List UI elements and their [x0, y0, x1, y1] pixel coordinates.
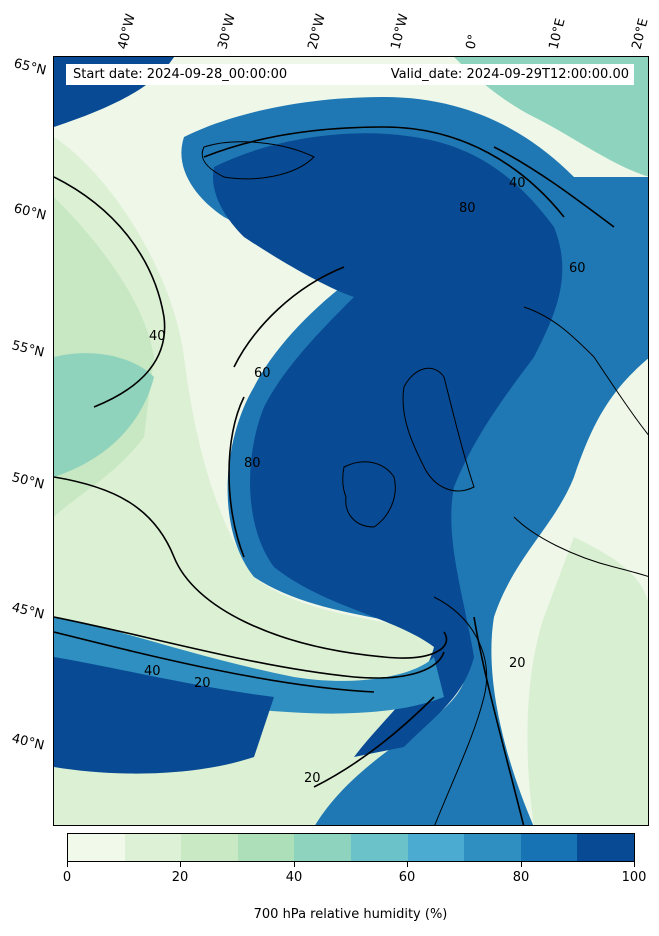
coastlines — [201, 141, 648, 825]
colorbar-segment — [294, 834, 351, 861]
map-panel: 40 80 20 40 60 20 40 80 60 20 — [53, 56, 649, 826]
contour-label: 60 — [254, 366, 271, 381]
lon-label: 30°W — [215, 12, 239, 51]
colorbar-tick-label: 80 — [512, 870, 530, 885]
contour-line — [54, 476, 448, 659]
contour-label: 20 — [509, 656, 526, 671]
contour-line — [228, 396, 245, 558]
region-rh-90 — [213, 133, 563, 757]
colorbar-label: 700 hPa relative humidity (%) — [253, 907, 448, 922]
colorbar — [67, 833, 635, 862]
france-coast — [513, 516, 648, 577]
lat-label: 55°N — [10, 338, 46, 361]
colorbar-segment — [68, 834, 125, 861]
colorbar-tick-label: 40 — [285, 870, 303, 885]
contour-label: 40 — [144, 664, 161, 679]
contour-line — [493, 146, 615, 228]
colorbar-tick — [521, 862, 522, 867]
contour-line — [54, 631, 375, 693]
colorbar-tick-label: 0 — [62, 870, 72, 885]
lon-label: 10°W — [388, 12, 412, 51]
colorbar-segment — [237, 834, 295, 861]
region-rh-20-east — [527, 537, 648, 825]
contour-line — [233, 266, 345, 368]
iceland-coast — [201, 141, 315, 180]
lat-label: 45°N — [10, 600, 46, 623]
ireland-coast — [342, 461, 396, 528]
lon-label: 0° — [463, 33, 482, 51]
colorbar-segment — [124, 834, 182, 861]
valid-date: Valid_date: 2024-09-29T12:00:00.00 — [390, 67, 629, 82]
contour-line — [203, 126, 565, 218]
contour-line — [313, 696, 435, 788]
region-rh-50-north — [454, 57, 648, 177]
contour-label: 20 — [194, 676, 211, 691]
contour-line — [54, 176, 166, 408]
colorbar-segment — [407, 834, 465, 861]
region-rh-50 — [54, 353, 154, 477]
contour-label: 80 — [459, 201, 476, 216]
colorbar-tick-label: 60 — [398, 870, 416, 885]
colorbar-tick — [180, 862, 181, 867]
contour-label: 80 — [244, 456, 261, 471]
contour-label: 40 — [509, 176, 526, 191]
contour-label: 60 — [569, 261, 586, 276]
lon-label: 10°E — [546, 17, 569, 51]
lon-label: 20°W — [305, 12, 329, 51]
colorbar-segment — [464, 834, 521, 861]
scandinavia-coast — [523, 306, 648, 436]
start-date: Start date: 2024-09-28_00:00:00 — [73, 67, 288, 82]
britain-coast — [402, 367, 475, 492]
info-box: Start date: 2024-09-28_00:00:00 Valid_da… — [66, 64, 634, 85]
colorbar-tick — [407, 862, 408, 867]
colorbar-segment — [181, 834, 238, 861]
lat-label: 60°N — [12, 201, 48, 224]
lat-label: 50°N — [10, 470, 46, 493]
colorbar-tick — [67, 862, 68, 867]
lon-label: 40°W — [115, 12, 139, 51]
colorbar-segment — [520, 834, 578, 861]
region-rh-90-south — [54, 657, 274, 774]
colorbar-tick-label: 100 — [621, 870, 647, 885]
colorbar-tick — [294, 862, 295, 867]
colorbar-tick — [634, 862, 635, 867]
lat-label: 40°N — [10, 731, 46, 754]
colorbar-segment — [350, 834, 408, 861]
lat-label: 65°N — [12, 56, 48, 79]
colorbar-tick-label: 20 — [171, 870, 189, 885]
contour-label: 20 — [304, 771, 321, 786]
contour-line — [54, 616, 445, 679]
lon-label: 20°E — [629, 17, 652, 51]
humidity-map: 40 80 20 40 60 20 40 80 60 20 — [54, 57, 648, 825]
contour-label: 40 — [149, 329, 166, 344]
colorbar-segment — [577, 834, 634, 861]
iberia-coast — [433, 596, 488, 825]
